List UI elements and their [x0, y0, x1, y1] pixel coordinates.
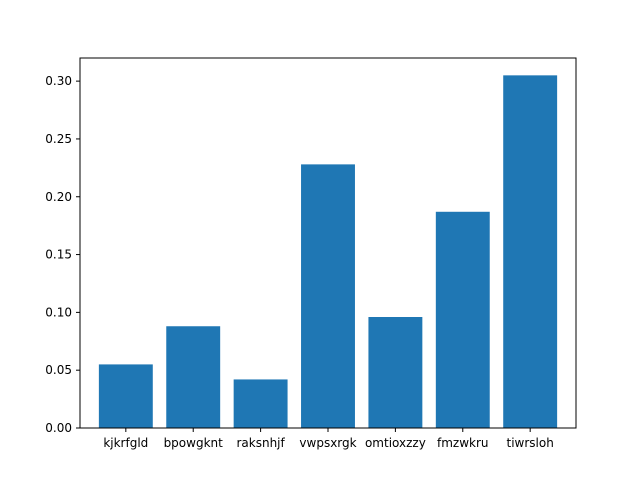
y-tick-label: 0.30 — [45, 74, 72, 88]
y-axis-ticks: 0.00 0.05 0.10 0.15 0.20 0.25 0.30 — [45, 74, 80, 435]
bar-vwpsxrgk — [301, 164, 355, 428]
bar-omtioxzzy — [368, 317, 423, 428]
bar-bpowgknt — [166, 326, 221, 428]
y-tick-label: 0.05 — [45, 363, 72, 377]
x-tick-label: omtioxzzy — [365, 436, 426, 450]
x-tick-label: fmzwkru — [437, 436, 489, 450]
bar-kjkrfgld — [98, 364, 153, 428]
y-tick-label: 0.20 — [45, 190, 72, 204]
x-tick-label: vwpsxrgk — [299, 436, 356, 450]
x-tick-label: kjkrfgld — [103, 436, 148, 450]
bar-fmzwkru — [435, 211, 490, 428]
bars-group — [98, 75, 558, 428]
x-tick-label: raksnhjf — [236, 436, 285, 450]
y-tick-label: 0.00 — [45, 421, 72, 435]
bar-raksnhjf — [233, 379, 288, 428]
plot-frame — [79, 57, 577, 429]
y-tick-label: 0.25 — [45, 132, 72, 146]
y-tick-label: 0.10 — [45, 305, 72, 319]
x-tick-label: tiwrsloh — [507, 436, 554, 450]
x-axis-ticks: kjkrfgld bpowgknt raksnhjf vwpsxrgk omtioxzz… — [103, 428, 554, 450]
y-tick-label: 0.15 — [45, 248, 72, 262]
x-tick-label: bpowgknt — [164, 436, 224, 450]
bar-tiwrsloh — [503, 75, 558, 428]
